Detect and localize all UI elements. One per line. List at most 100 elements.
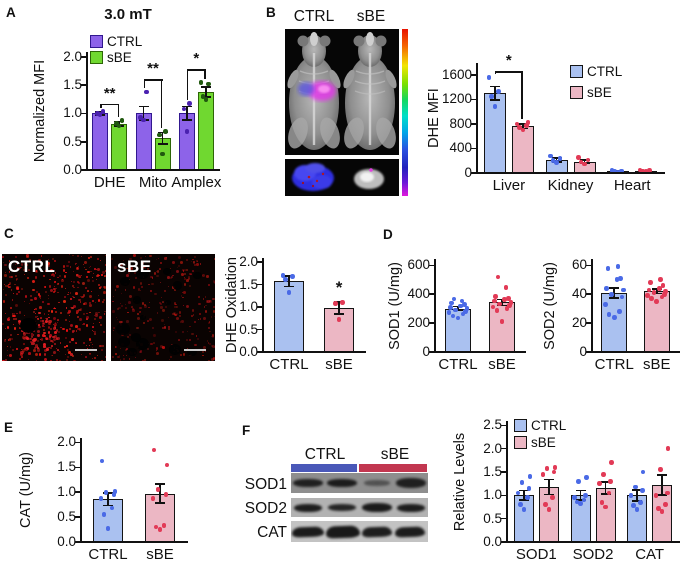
fluorescent-speck	[152, 326, 155, 329]
tissue-void	[172, 281, 183, 290]
data-point	[141, 117, 146, 123]
fluorescent-speck	[206, 340, 208, 342]
fluorescent-speck	[19, 358, 22, 361]
fluorescent-speck	[179, 320, 182, 323]
data-point	[584, 475, 589, 480]
fluorescent-speck	[207, 283, 211, 287]
fluorescent-speck	[213, 315, 215, 317]
error-bar-cap	[334, 313, 344, 315]
fluorescent-speck	[8, 271, 10, 273]
fluorescent-speck	[30, 298, 33, 302]
fluorescent-speck	[153, 272, 157, 275]
error-bar-cap	[114, 120, 125, 123]
fluorescent-speck	[211, 358, 214, 361]
y-axis-line	[476, 63, 478, 173]
fluorescent-speck	[23, 347, 26, 350]
fluorescent-speck	[47, 325, 50, 328]
fluorescent-speck	[23, 262, 26, 265]
data-point	[103, 489, 109, 495]
data-point	[603, 504, 608, 510]
fluorescent-speck	[211, 345, 213, 347]
data-point	[572, 495, 577, 500]
data-point	[606, 490, 612, 496]
fluorescent-speck	[39, 306, 42, 309]
fluorescent-speck	[123, 358, 125, 360]
fluorescent-speck	[52, 338, 56, 341]
fluorescent-speck	[38, 266, 40, 268]
tissue-void	[187, 347, 198, 357]
fluorescent-speck	[77, 286, 79, 289]
fluorescent-speck	[15, 279, 18, 282]
data-point	[519, 479, 525, 485]
fluorescent-speck	[102, 344, 105, 348]
fluorescent-speck	[186, 304, 190, 308]
fluorescent-speck	[88, 266, 90, 268]
fluorescent-speck	[116, 317, 118, 319]
error-bar-cap	[284, 285, 294, 288]
data-point	[459, 298, 465, 304]
y-tick-label: 0.0	[483, 534, 502, 549]
fluorescent-speck	[203, 316, 207, 320]
fluorescent-speck	[76, 254, 79, 257]
fluorescence-signal	[298, 81, 336, 101]
data-point	[100, 109, 106, 114]
fluorescent-speck	[22, 336, 26, 340]
x-category-label: Kidney	[547, 177, 594, 194]
y-tick-mark	[75, 441, 81, 444]
error-bar	[583, 159, 586, 164]
fluorescent-speck	[133, 272, 137, 275]
x-category-label: Amplex	[171, 174, 222, 191]
fluorescent-speck	[56, 336, 60, 340]
fluorescent-speck	[81, 255, 83, 257]
error-bar-cap	[609, 297, 620, 299]
fluorescent-speck	[136, 326, 139, 330]
sig-bracket-leg	[117, 103, 120, 118]
data-point	[521, 507, 527, 512]
fluorescent-speck	[198, 302, 202, 306]
fluorescent-speck	[135, 277, 138, 280]
fluorescent-speck	[192, 258, 195, 261]
fluorescent-speck	[144, 359, 147, 361]
y-tick-mark	[81, 140, 87, 143]
x-axis-line	[434, 351, 526, 353]
data-point	[620, 287, 626, 293]
fluorescent-speck	[167, 285, 169, 287]
fluorescent-speck	[80, 353, 83, 355]
x-category-label: CTRL	[88, 546, 128, 562]
fluorescent-speck	[49, 334, 52, 337]
fluorescent-speck	[53, 306, 55, 308]
fluorescent-speck	[183, 276, 185, 279]
fluorescent-speck	[54, 323, 57, 326]
data-point	[628, 493, 634, 498]
data-point	[333, 301, 338, 306]
fluorescent-speck	[74, 291, 78, 295]
fluorescent-speck	[56, 321, 59, 324]
fluorescent-speck	[117, 308, 120, 311]
fluorescent-speck	[93, 317, 97, 321]
fluorescent-speck	[22, 343, 25, 345]
data-point	[164, 462, 170, 468]
micrograph-label-sbe: sBE	[117, 257, 152, 276]
fluorescent-speck	[98, 284, 101, 287]
fluorescent-speck	[180, 273, 184, 277]
fluorescent-speck	[187, 276, 191, 279]
error-bar-cap	[155, 483, 165, 486]
fluorescent-speck	[20, 350, 24, 355]
fluorescent-speck	[68, 351, 72, 354]
fluorescent-speck	[63, 275, 67, 278]
significance-marker: *	[193, 50, 200, 68]
y-tick-mark	[75, 491, 81, 494]
fluorescent-speck	[55, 310, 58, 313]
data-point	[658, 277, 663, 283]
fluorescent-speck	[16, 285, 20, 289]
fluorescent-speck	[156, 274, 160, 278]
panel-c-chart: DHE Oxidation 0.0 0.5 1.0 1.5 2.0 CTRL sBE *	[222, 233, 377, 385]
y-tick-label: 2.0	[239, 254, 258, 270]
fluorescent-speck	[18, 320, 22, 324]
fluorescent-speck	[43, 313, 46, 316]
data-point	[495, 89, 501, 94]
fluorescent-speck	[47, 264, 49, 266]
fluorescent-speck	[70, 281, 72, 283]
fluorescent-speck	[33, 346, 36, 350]
fluorescent-speck	[137, 317, 141, 321]
